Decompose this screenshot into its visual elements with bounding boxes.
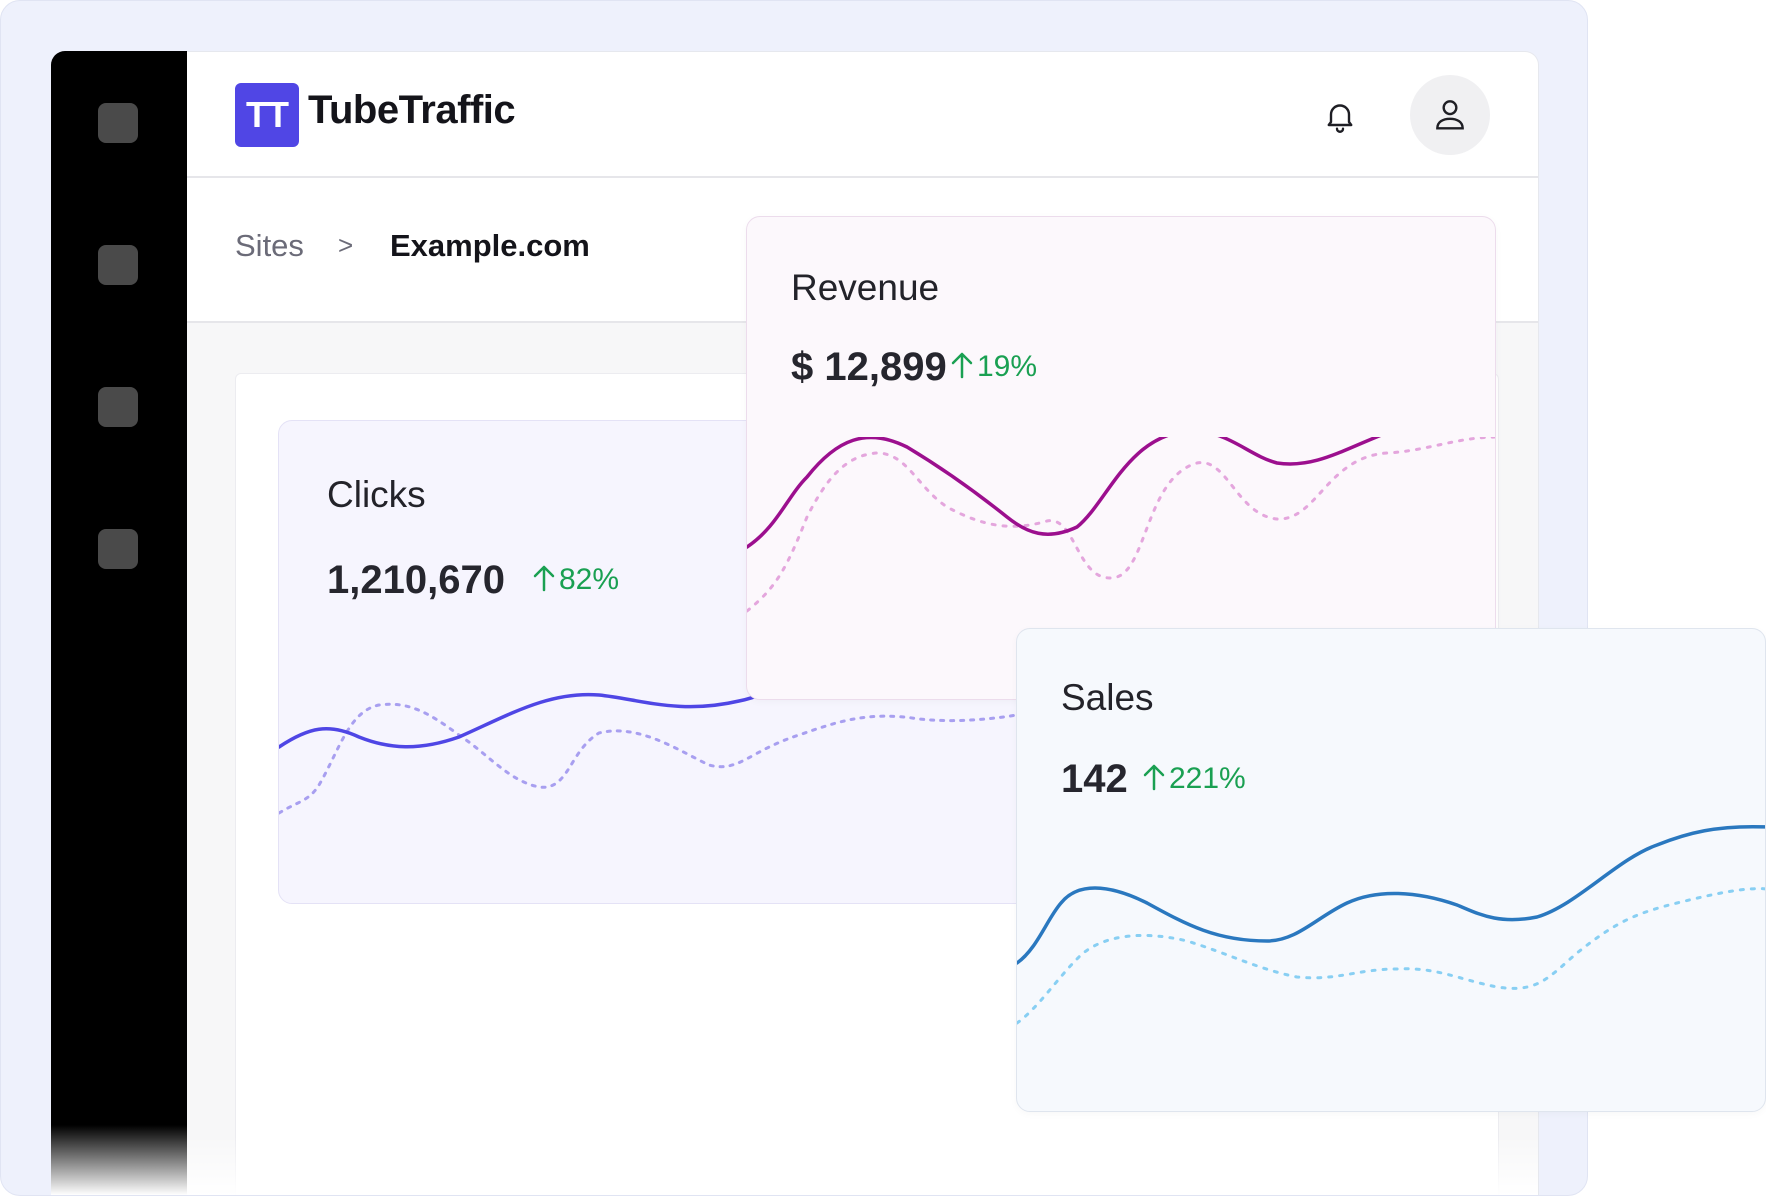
sales-delta: 221%	[1143, 762, 1246, 796]
user-icon	[1436, 100, 1464, 130]
sales-sparkline	[1017, 824, 1765, 1025]
sidebar	[51, 51, 187, 1195]
app-title: TubeTraffic	[308, 88, 516, 132]
logo-mark: TT	[235, 83, 299, 147]
top-header: TT TubeTraffic	[187, 52, 1538, 178]
sidebar-item-2[interactable]	[98, 245, 138, 285]
revenue-title: Revenue	[791, 267, 940, 308]
bell-icon[interactable]	[1322, 98, 1358, 134]
sidebar-item-1[interactable]	[98, 103, 138, 143]
sales-title: Sales	[1061, 677, 1154, 718]
sales-current-line	[1017, 824, 1765, 965]
revenue-value: $ 12,899	[791, 345, 947, 389]
sidebar-fade	[51, 1125, 187, 1195]
arrow-up-icon	[533, 565, 555, 592]
revenue-delta-text: 19%	[977, 350, 1038, 383]
revenue-current-line	[747, 437, 1382, 549]
clicks-delta-text: 82%	[559, 563, 620, 596]
bottom-fade	[187, 1136, 1538, 1195]
sales-delta-text: 221%	[1169, 762, 1246, 795]
revenue-delta: 19%	[951, 350, 1037, 384]
breadcrumb-sites-link[interactable]: Sites	[235, 228, 304, 263]
sales-previous-line	[1017, 887, 1765, 1025]
breadcrumb-separator: >	[338, 230, 354, 260]
sidebar-item-3[interactable]	[98, 387, 138, 427]
clicks-delta: 82%	[533, 563, 619, 597]
sales-card[interactable]: Sales 142 221%	[1016, 628, 1766, 1112]
avatar-button[interactable]	[1410, 75, 1490, 155]
breadcrumb-current: Example.com	[390, 228, 590, 263]
arrow-up-icon	[1143, 764, 1165, 791]
revenue-card[interactable]: Revenue $ 12,899 19%	[746, 216, 1496, 700]
clicks-previous-line	[279, 702, 1109, 815]
arrow-up-icon	[951, 352, 973, 379]
sales-value: 142	[1061, 757, 1128, 801]
sidebar-item-4[interactable]	[98, 529, 138, 569]
revenue-sparkline	[747, 437, 1495, 613]
revenue-previous-line	[747, 437, 1495, 613]
clicks-title: Clicks	[327, 474, 426, 515]
clicks-value: 1,210,670	[327, 558, 505, 602]
